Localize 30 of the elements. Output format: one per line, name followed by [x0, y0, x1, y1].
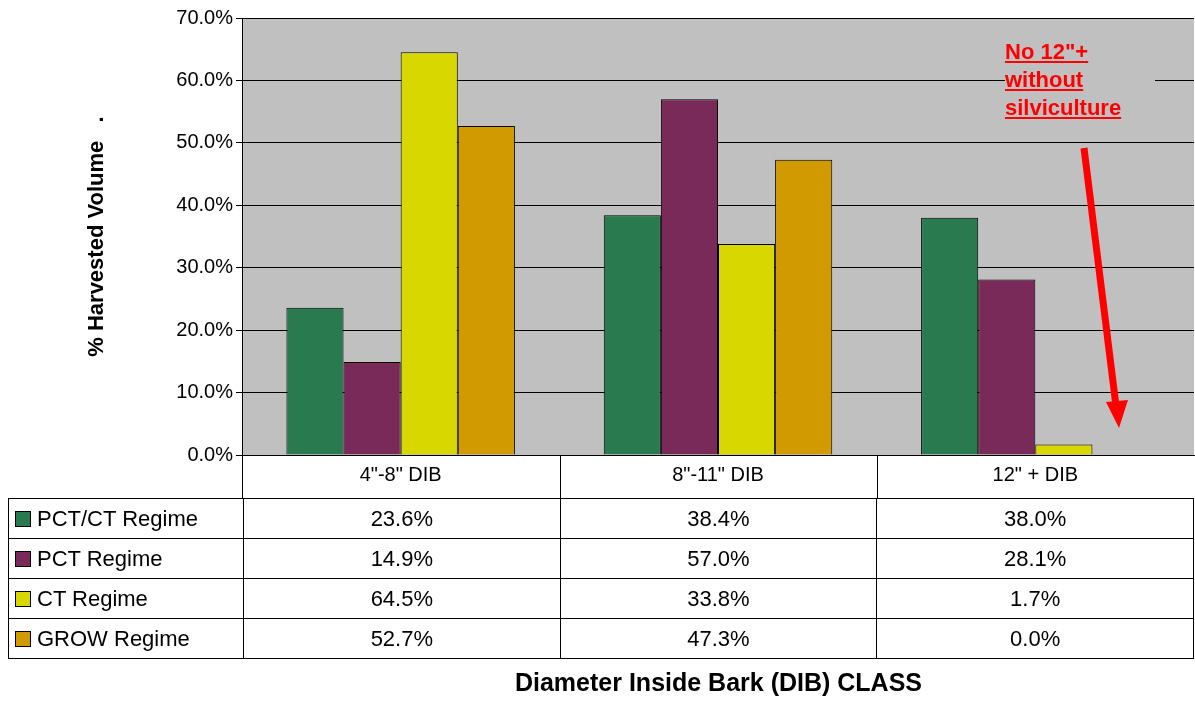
text: Diameter Inside Bark (DIB) CLASS: [513, 668, 923, 697]
data-label: 52.7%: [243, 618, 561, 659]
x-tick-label: 12" + DIB: [992, 462, 1079, 485]
data-label: 28.1%: [876, 538, 1194, 579]
y-tick-label: 50.0%: [176, 130, 234, 153]
data-label: 23.6%: [243, 498, 561, 539]
y-tick-label: 40.0%: [176, 192, 234, 215]
y-axis-title: % Harvested Volume .: [83, 116, 109, 357]
y-tick-label: 70.0%: [176, 5, 234, 28]
y-tick-label: 0.0%: [187, 442, 234, 465]
legend-label: GROW Regime: [37, 626, 190, 652]
data-label: 1.7%: [876, 578, 1194, 619]
y-tick-label: 20.0%: [176, 317, 234, 340]
data-label: 38.4%: [560, 498, 877, 539]
y-tick-label: 30.0%: [176, 255, 234, 278]
data-label: 64.5%: [243, 578, 561, 619]
x-tick-label: 4"-8" DIB: [359, 462, 442, 485]
legend-label: PCT Regime: [37, 546, 163, 572]
data-label: 14.9%: [243, 538, 561, 579]
legend-label: CT Regime: [37, 586, 148, 612]
x-tick-label: 8"-11" DIB: [672, 462, 764, 485]
data-label: 47.3%: [560, 618, 877, 659]
data-label: 33.8%: [560, 578, 877, 619]
y-tick-label: 60.0%: [176, 67, 234, 90]
legend-label: PCT/CT Regime: [37, 506, 198, 532]
data-label: 0.0%: [876, 618, 1194, 659]
data-label: 57.0%: [560, 538, 877, 579]
y-tick-label: 10.0%: [176, 380, 234, 403]
annotation: No 12"+ without silviculture: [1005, 38, 1155, 122]
data-label: 38.0%: [876, 498, 1194, 539]
